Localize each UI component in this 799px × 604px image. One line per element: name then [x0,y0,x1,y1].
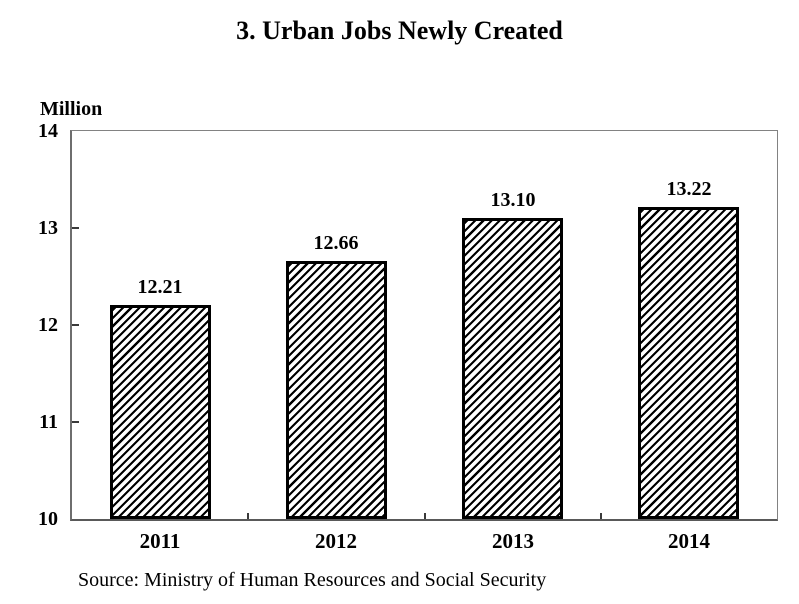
x-tick-label-2014: 2014 [668,529,710,553]
y-tick-label-13: 13 [38,217,58,239]
y-tick-label-10: 10 [38,508,58,530]
y-tick-mark-11 [72,421,79,423]
x-tick-label-2011: 2011 [139,529,181,553]
x-tick-label-2012: 2012 [315,529,357,553]
chart-title: 3. Urban Jobs Newly Created [236,16,563,45]
y-axis-unit-label: Million [40,98,103,120]
x-tick-label-2013: 2013 [492,529,534,553]
x-tick-mark-3 [599,513,602,519]
source-note: Source: Ministry of Human Resources and … [78,569,547,591]
bar-value-label-2011: 12.21 [137,276,183,298]
plot-area [70,130,778,521]
y-tick-label-12: 12 [38,314,58,336]
bar-2011 [110,305,211,519]
y-tick-label-11: 11 [39,411,58,433]
x-tick-mark-2 [423,513,426,519]
bar-2013 [462,218,563,519]
y-tick-mark-12 [72,324,79,326]
bar-value-label-2013: 13.10 [490,189,536,211]
y-tick-mark-13 [72,227,79,229]
bar-value-label-2014: 13.22 [666,178,712,200]
x-tick-mark-1 [247,513,250,519]
bar-2014 [638,207,739,519]
bar-value-label-2012: 12.66 [313,232,359,254]
bar-2012 [286,261,387,519]
y-tick-label-14: 14 [38,120,58,142]
